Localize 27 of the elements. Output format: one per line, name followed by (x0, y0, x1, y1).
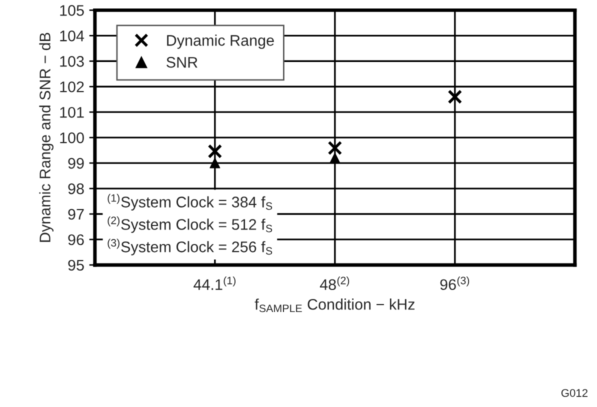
y-tick-label: 99 (68, 158, 84, 169)
y-tick-label: 102 (60, 81, 84, 92)
annotation: $^{(1)}$System Clock = 384 f$_{S}$ (108, 194, 272, 210)
y-tick-label: 103 (60, 56, 84, 67)
y-tick-label: 100 (60, 132, 84, 144)
x-axis-title: f$_{SAMPLE}$ Condition − kHz (254, 298, 414, 312)
y-tick-label: 105 (60, 5, 84, 16)
point (330, 152, 340, 164)
x-tick-label: 48$^{(2)}$ (320, 276, 350, 290)
point (328, 140, 342, 156)
x-tick-label: 96$^{(3)}$ (440, 276, 470, 290)
y-tick-label: 95 (68, 260, 84, 271)
point (210, 158, 220, 168)
y-tick-label: 98 (68, 183, 84, 194)
legend-label: SNR (166, 56, 198, 68)
annotation: $^{(2)}$System Clock = 512 f$_{S}$ (108, 216, 272, 233)
y-tick-label: 97 (68, 208, 84, 220)
x-tick-label: 44.1$^{(1)}$ (194, 276, 236, 290)
point (208, 144, 222, 159)
annotation: $^{(3)}$System Clock = 256 f$_{S}$ (108, 238, 272, 256)
legend-label: Dynamic Range (167, 34, 274, 49)
y-tick-label: 104 (60, 30, 84, 42)
point (448, 90, 462, 104)
y-axis-title: Dynamic Range and SNR − dB (39, 32, 54, 242)
y-tick-label: 96 (68, 234, 84, 246)
text: G012 (561, 389, 588, 397)
y-tick-label: 101 (60, 106, 84, 118)
